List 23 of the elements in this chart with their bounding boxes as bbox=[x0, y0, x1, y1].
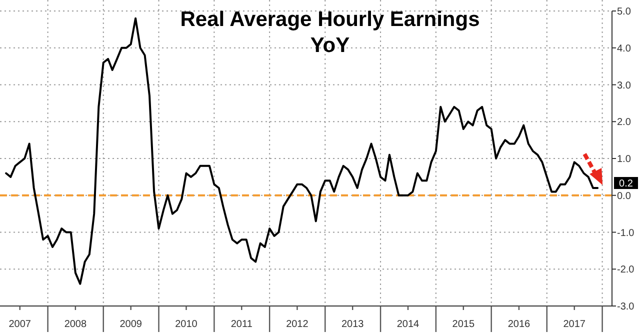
y-tick-label: 5.0 bbox=[617, 6, 632, 18]
y-tick-label: 2.0 bbox=[617, 117, 632, 128]
annotation: 0.2 bbox=[619, 178, 634, 190]
x-tick-label: 2009 bbox=[120, 319, 142, 330]
x-tick-label: 2012 bbox=[286, 319, 309, 330]
y-tick-label: 1.0 bbox=[617, 154, 632, 165]
x-tick-label: 2008 bbox=[64, 319, 87, 330]
y-tick-label: 3.0 bbox=[617, 80, 632, 92]
x-tick-label: 2011 bbox=[230, 319, 253, 330]
x-tick-label: 2014 bbox=[396, 319, 420, 330]
x-tick-label: 2017 bbox=[563, 319, 586, 330]
x-tick-label: 2013 bbox=[341, 319, 364, 330]
text: YoY bbox=[310, 34, 350, 57]
y-tick-label: 0.0 bbox=[617, 190, 632, 202]
chart-title: Real Average Hourly Earnings bbox=[180, 8, 480, 31]
y-tick-label: -2.0 bbox=[617, 264, 635, 276]
x-tick-label: 2015 bbox=[452, 319, 475, 330]
x-tick-label: 2007 bbox=[8, 319, 32, 330]
y-tick-label: -3.0 bbox=[617, 302, 635, 312]
x-tick-label: 2010 bbox=[175, 319, 198, 330]
y-tick-label: 4.0 bbox=[617, 43, 632, 54]
x-tick-label: 2016 bbox=[508, 319, 531, 330]
y-tick-label: -1.0 bbox=[617, 228, 635, 239]
